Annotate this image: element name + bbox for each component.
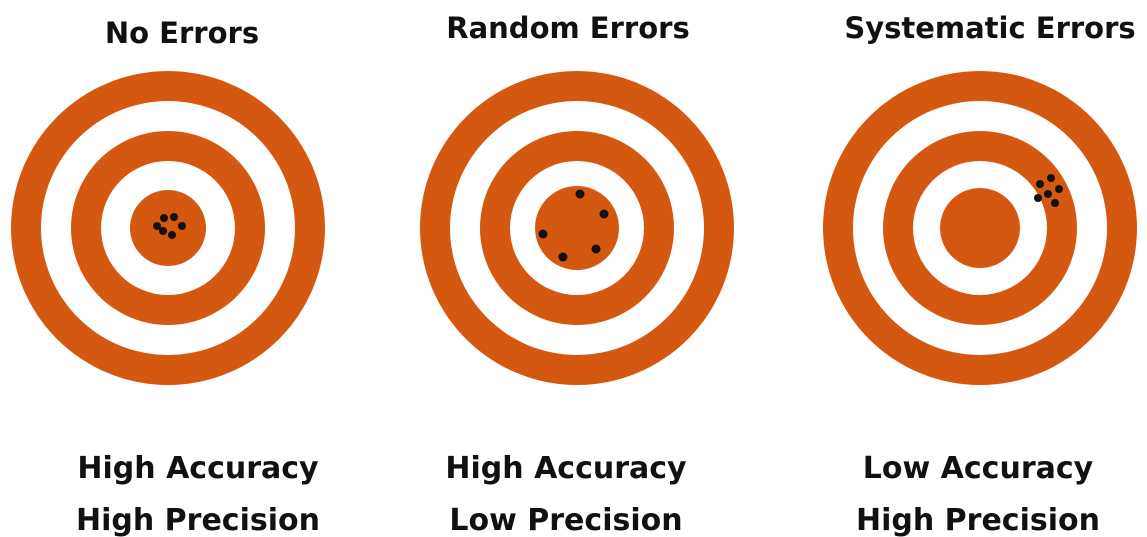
hit [170,213,178,221]
bullseye [130,190,206,266]
accuracy-label: Low Accuracy [863,451,1094,486]
precision-label: High Precision [76,503,320,537]
panel: Random Errors High Accuracy Low Precisio… [420,11,734,537]
precision-label: High Precision [856,503,1100,537]
hit [591,244,601,254]
hits [153,213,186,239]
hit [159,227,167,235]
hit [1051,199,1059,207]
hit [178,222,186,230]
target [11,71,325,385]
bullseye [535,186,619,270]
hit [1036,180,1044,188]
hit [160,214,168,222]
panel: Systematic Errors Low Accuracy High Prec… [823,11,1137,537]
hit [575,189,585,199]
target [823,71,1137,385]
precision-label: Low Precision [449,503,682,537]
bullseye [940,188,1020,268]
hit [599,209,609,219]
panel-title: No Errors [105,16,259,50]
accuracy-label: High Accuracy [445,451,687,486]
hit [1044,190,1052,198]
panel-title: Random Errors [446,11,689,45]
hit [1034,194,1042,202]
panel-title: Systematic Errors [844,11,1135,45]
hits [1034,174,1063,207]
hit [1055,185,1063,193]
hits [538,189,609,262]
hit [1047,174,1055,182]
hit [558,252,568,262]
hit [153,222,161,230]
target [420,71,734,385]
hit [538,229,548,239]
accuracy-label: High Accuracy [77,451,319,486]
hit [168,231,176,239]
panel: No Errors High Accuracy High Precision [11,16,325,537]
